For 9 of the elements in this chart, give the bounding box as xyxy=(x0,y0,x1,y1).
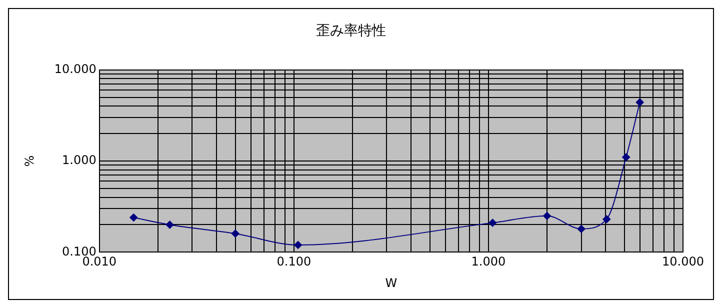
y-axis-title: % xyxy=(22,155,36,167)
x-axis-title: W xyxy=(385,276,398,290)
chart-title: 歪み率特性 xyxy=(316,23,386,40)
y-tick-label: 10.000 xyxy=(54,62,96,76)
x-tick-label: 0.010 xyxy=(82,254,117,269)
y-tick-label: 1.000 xyxy=(62,153,96,168)
x-tick-label: 10.000 xyxy=(662,254,704,269)
x-tick-label: 0.100 xyxy=(276,254,312,269)
x-tick-label: 1.000 xyxy=(471,254,506,269)
